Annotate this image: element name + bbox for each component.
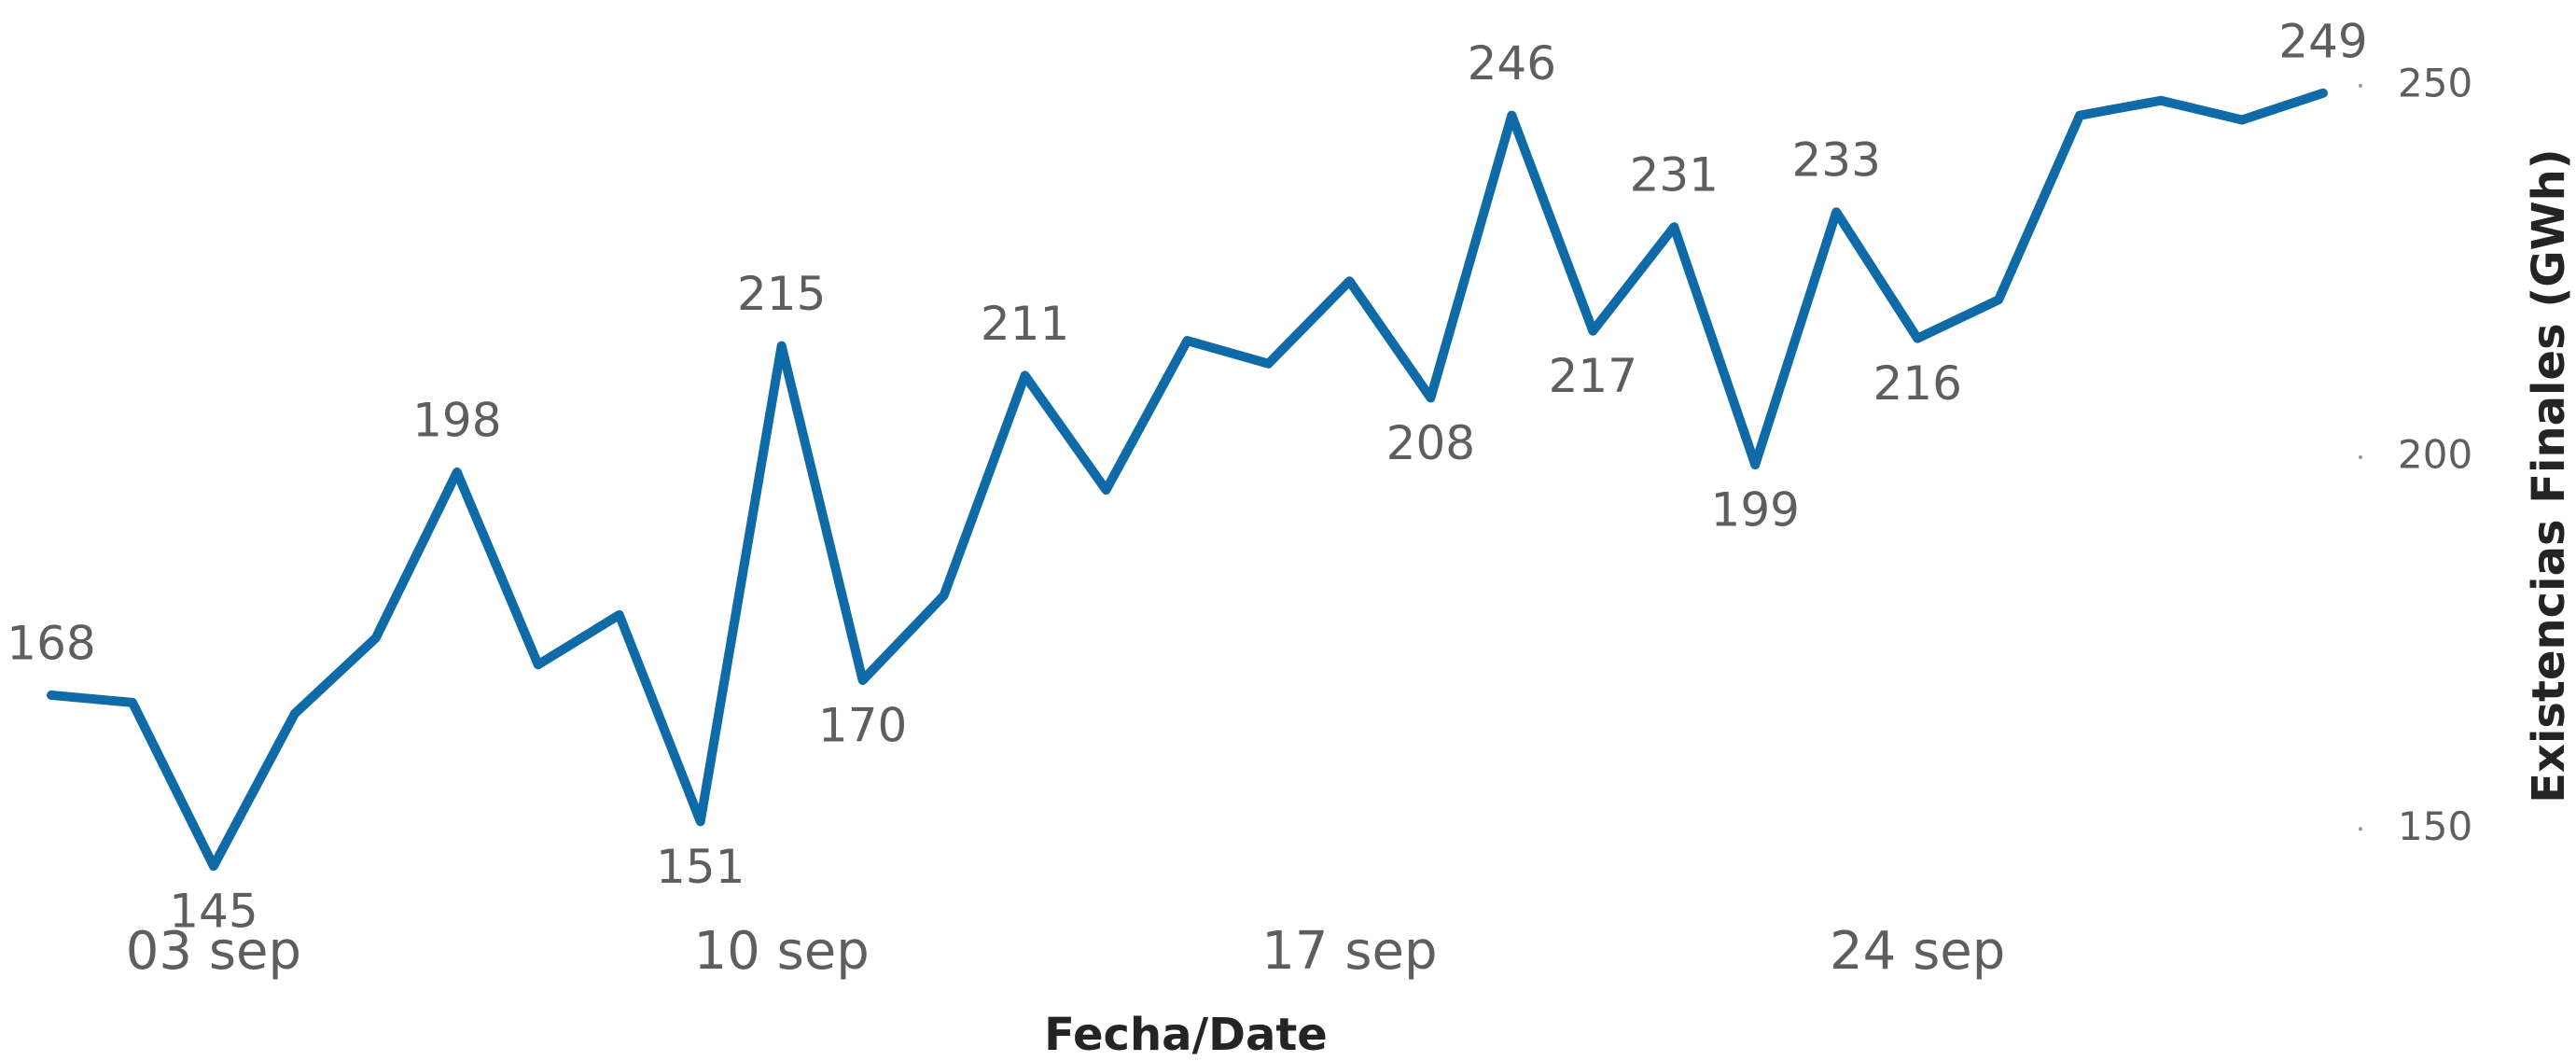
data-label: 145 xyxy=(169,885,258,939)
y-tick-label: 200 xyxy=(2398,432,2472,478)
y-tick-mark xyxy=(2359,83,2362,88)
x-tick-label: 17 sep xyxy=(1261,921,1437,982)
x-tick-label: 03 sep xyxy=(126,921,301,982)
x-axis-title: Fecha/Date xyxy=(1044,1009,1328,1061)
data-label: 199 xyxy=(1711,483,1800,537)
x-tick-label: 10 sep xyxy=(694,921,870,982)
data-label: 211 xyxy=(981,297,1069,351)
data-label: 246 xyxy=(1468,36,1556,91)
y-tick-mark xyxy=(2359,455,2362,460)
line xyxy=(47,88,2328,872)
data-label: 170 xyxy=(818,698,907,752)
y-axis-title: Existencias Finales (GWh) xyxy=(2523,148,2575,803)
data-label: 208 xyxy=(1386,416,1475,470)
data-label: 233 xyxy=(1791,133,1880,188)
data-label: 231 xyxy=(1630,148,1719,202)
data-label: 168 xyxy=(7,616,95,670)
data-label: 151 xyxy=(656,840,745,894)
y-tick-mark xyxy=(2359,827,2362,831)
y-tick-label: 150 xyxy=(2398,803,2472,849)
y-tick-label: 250 xyxy=(2398,60,2472,105)
data-label: 249 xyxy=(2278,14,2367,68)
x-tick-label: 24 sep xyxy=(1830,921,2005,982)
data-label: 216 xyxy=(1873,356,1961,411)
data-label: 217 xyxy=(1549,349,1637,403)
data-label: 198 xyxy=(412,393,501,447)
data-label: 215 xyxy=(737,267,826,321)
